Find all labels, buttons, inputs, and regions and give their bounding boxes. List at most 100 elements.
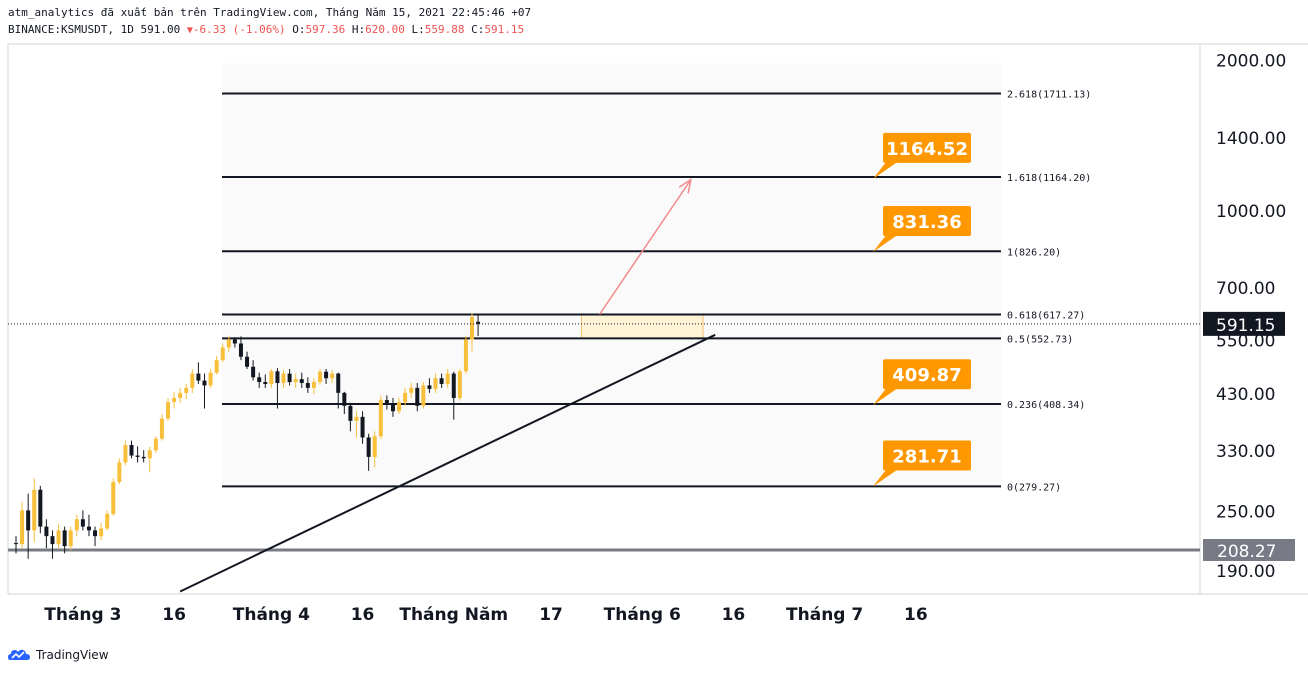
candle-body <box>281 373 286 383</box>
change-text: -6.33 (-1.06%) <box>192 23 286 36</box>
candle-body <box>80 519 85 527</box>
symbol-ohlc-line: BINANCE:KSMUSDT, 1D 591.00 ▼-6.33 (-1.06… <box>8 23 525 36</box>
candle-body <box>153 438 158 451</box>
candle-body <box>32 489 37 531</box>
time-tick-label: 16 <box>351 605 375 625</box>
candle-body <box>99 528 104 537</box>
time-tick-label: Tháng 4 <box>233 605 310 625</box>
fib-level-label: 1.618(1164.20) <box>1007 173 1091 184</box>
projection-arrow <box>599 179 692 315</box>
target-callout-pointer <box>873 160 899 179</box>
candle-body <box>178 392 183 398</box>
candle-body <box>123 445 128 463</box>
candle-body <box>50 536 55 545</box>
price-tick-label: 430.00 <box>1216 385 1275 405</box>
candle-body <box>336 373 341 393</box>
fib-level-label: 1(826.20) <box>1007 247 1061 258</box>
candle-body <box>287 373 292 383</box>
candle-body <box>111 482 116 514</box>
candle-body <box>190 373 195 388</box>
candle-body <box>445 373 450 384</box>
candle-body <box>457 371 462 398</box>
last-price-box <box>1203 311 1285 336</box>
price-tick-label: 700.00 <box>1216 279 1275 299</box>
candle-body <box>463 339 468 372</box>
time-tick-label: Tháng 3 <box>44 605 121 625</box>
fib-level-label: 0.236(408.34) <box>1007 400 1085 411</box>
target-callout-label: 281.71 <box>892 447 961 468</box>
support-price-label: 208.27 <box>1217 542 1276 562</box>
target-callout-box <box>883 205 971 236</box>
tradingview-cloud-icon <box>8 649 30 660</box>
target-callout-label: 409.87 <box>892 365 961 386</box>
candle-body <box>421 385 426 406</box>
candle-body <box>451 373 456 398</box>
candle-body <box>390 403 395 412</box>
time-tick-label: 16 <box>722 605 746 625</box>
candle-body <box>196 373 201 381</box>
price-tick-label: 1000.00 <box>1216 202 1286 222</box>
low-value: 559.88 <box>424 23 465 36</box>
candle-body <box>263 382 268 384</box>
candle-body <box>354 416 359 421</box>
candle-body <box>251 366 256 378</box>
candle-body <box>220 347 225 361</box>
fib-level-label: 0.5(552.73) <box>1007 334 1073 345</box>
candle-body <box>384 400 389 404</box>
price-tick-label: 190.00 <box>1216 562 1275 582</box>
time-tick-label: Tháng 6 <box>604 605 681 625</box>
candle-body <box>324 371 329 379</box>
fib-background <box>222 63 1001 487</box>
time-tick-label: 17 <box>539 605 563 625</box>
price-tick-label: 250.00 <box>1216 502 1275 522</box>
candle-body <box>147 450 152 459</box>
target-callout-pointer <box>873 233 899 252</box>
candle-body <box>166 402 170 419</box>
candle-body <box>311 382 316 388</box>
candle-body <box>68 530 73 547</box>
candle-body <box>342 392 347 406</box>
symbol-name[interactable]: BINANCE:KSMUSDT, 1D <box>8 23 134 36</box>
fib-level-label: 2.618(1711.13) <box>1007 89 1091 100</box>
target-callout-box <box>883 440 971 471</box>
candle-body <box>360 416 365 438</box>
candle-body <box>299 379 304 383</box>
candle-body <box>44 526 49 537</box>
candle-body <box>214 360 219 373</box>
candle-body <box>372 436 377 457</box>
time-tick-label: 16 <box>904 605 928 625</box>
candle-body <box>86 526 91 531</box>
candle-body <box>439 378 444 384</box>
candle-body <box>26 510 31 531</box>
candle-body <box>105 513 110 529</box>
target-callout-pointer <box>873 468 899 487</box>
candle-body <box>74 519 79 531</box>
candle-body <box>330 373 335 379</box>
price-tick-label: 2000.00 <box>1216 52 1286 72</box>
candle-body <box>202 380 207 386</box>
candle-body <box>269 371 274 384</box>
candle-body <box>305 382 310 388</box>
candle-body <box>348 405 353 421</box>
candle-body <box>184 387 189 393</box>
candle-body <box>257 377 262 383</box>
candle-body <box>238 343 243 357</box>
price-tick-label: 550.00 <box>1216 332 1275 352</box>
last-price-label: 591.15 <box>1216 316 1275 336</box>
candle-body <box>470 317 474 340</box>
time-tick-label: 16 <box>162 605 186 625</box>
publish-info: atm_analytics đã xuất bản trên TradingVi… <box>8 6 532 19</box>
candle-body <box>427 385 432 389</box>
candle-body <box>56 530 61 545</box>
candle-body <box>366 437 371 457</box>
candle-body <box>159 418 164 439</box>
candle-body <box>403 392 408 403</box>
candle-body <box>117 462 122 483</box>
target-callout-label: 831.36 <box>892 212 961 233</box>
candle-body <box>293 379 298 383</box>
price-tick-label: 1400.00 <box>1216 129 1286 149</box>
candle-body <box>409 387 414 393</box>
tradingview-logo[interactable]: TradingView <box>8 648 109 662</box>
candle-body <box>318 371 322 383</box>
